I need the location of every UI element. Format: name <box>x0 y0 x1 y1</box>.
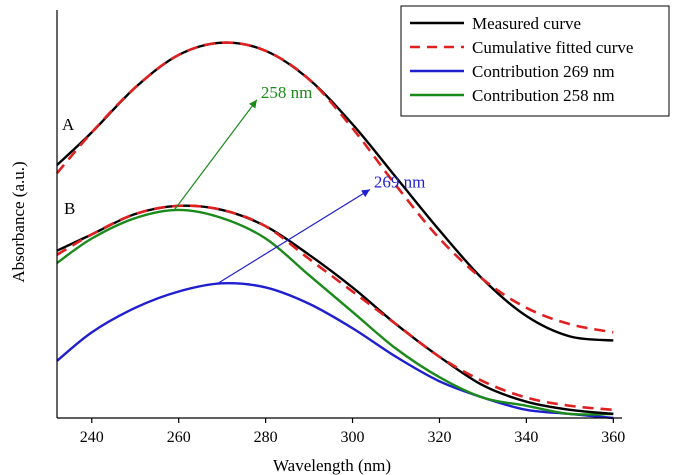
legend-label: Cumulative fitted curve <box>472 38 633 57</box>
series-line-a-fitted <box>56 41 614 334</box>
x-axis-label: Wavelength (nm) <box>273 456 391 475</box>
annotation-label: 269 nm <box>374 173 425 192</box>
series-line-b-258 <box>56 208 614 416</box>
annotations-layer: 258 nm 269 nm <box>173 83 425 284</box>
curve-label-a: A <box>62 115 75 134</box>
x-tick-label: 280 <box>254 429 278 446</box>
x-tick-label: 240 <box>80 429 104 446</box>
curve-label-b: B <box>64 199 75 218</box>
legend: Measured curve Cumulative fitted curve Con… <box>400 5 670 117</box>
x-tick-label: 300 <box>341 429 365 446</box>
x-ticks: 240 260 280 300 320 340 360 <box>80 418 625 446</box>
annotation-arrow <box>217 189 371 284</box>
legend-label: Contribution 269 nm <box>472 62 615 81</box>
x-tick-label: 340 <box>514 429 538 446</box>
series-line-a-measured <box>56 41 614 342</box>
annotation-label: 258 nm <box>261 83 312 102</box>
legend-label: Contribution 258 nm <box>472 86 615 105</box>
legend-label: Measured curve <box>472 14 581 33</box>
series-line-b-fitted <box>56 204 614 412</box>
annotation-arrow <box>173 99 258 211</box>
x-tick-label: 320 <box>427 429 451 446</box>
x-tick-label: 360 <box>601 429 625 446</box>
y-axis-label: Absorbance (a.u.) <box>9 161 28 282</box>
series-line-b-269 <box>56 282 614 420</box>
x-tick-label: 260 <box>167 429 191 446</box>
curves-layer <box>56 41 614 420</box>
legend-box <box>400 5 670 117</box>
